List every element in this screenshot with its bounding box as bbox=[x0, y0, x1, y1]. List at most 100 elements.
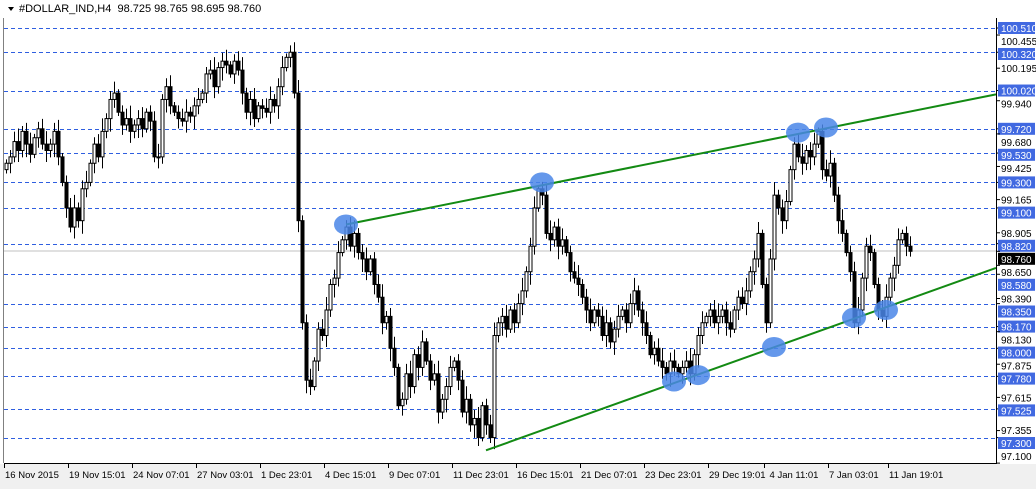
candle bbox=[436, 360, 441, 424]
bull-candle-body bbox=[124, 118, 129, 126]
bear-candle-body bbox=[724, 309, 729, 324]
candle bbox=[100, 118, 105, 169]
bear-candle-body bbox=[176, 111, 181, 120]
candle bbox=[156, 143, 161, 169]
bull-candle-body bbox=[104, 118, 109, 132]
candle bbox=[252, 87, 257, 128]
touch-point-marker[interactable] bbox=[762, 337, 786, 357]
candle bbox=[556, 218, 561, 260]
level-price-tag bbox=[998, 372, 1035, 385]
touch-point-marker[interactable] bbox=[530, 172, 554, 193]
bull-candle-body bbox=[736, 296, 741, 311]
bull-candle-body bbox=[324, 309, 329, 337]
bull-candle-body bbox=[332, 277, 337, 285]
bull-candle-body bbox=[520, 290, 525, 305]
bull-candle-body bbox=[772, 194, 777, 260]
level-price-label: 99.100 bbox=[1001, 209, 1032, 220]
touch-point-marker[interactable] bbox=[786, 122, 810, 143]
bear-candle-body bbox=[148, 111, 153, 122]
touch-point-marker[interactable] bbox=[814, 117, 838, 138]
bear-candle-body bbox=[152, 120, 157, 158]
candle bbox=[160, 94, 165, 164]
candle bbox=[512, 303, 517, 333]
bear-candle-body bbox=[172, 105, 177, 113]
candle bbox=[800, 143, 805, 175]
bear-candle-body bbox=[252, 98, 257, 120]
bull-candle-body bbox=[472, 417, 477, 426]
bull-candle-body bbox=[828, 162, 833, 177]
candle bbox=[176, 105, 181, 129]
touch-point-marker[interactable] bbox=[686, 365, 710, 386]
bull-candle-body bbox=[84, 181, 89, 190]
candle bbox=[460, 370, 465, 418]
bear-candle-body bbox=[548, 232, 553, 241]
candle bbox=[148, 105, 153, 132]
bull-candle-body bbox=[404, 373, 409, 400]
symbol-label: #DOLLAR_IND,H4 bbox=[19, 3, 112, 15]
candle bbox=[836, 186, 841, 234]
candle bbox=[652, 341, 657, 365]
candle bbox=[124, 108, 129, 131]
trendline[interactable] bbox=[345, 93, 997, 226]
bear-candle-body bbox=[456, 360, 461, 381]
bull-candle-body bbox=[552, 226, 557, 241]
y-tick-label: 99.165 bbox=[1001, 196, 1032, 207]
y-tick-label: 97.875 bbox=[1001, 362, 1032, 373]
candle bbox=[548, 220, 553, 252]
trendline[interactable] bbox=[485, 266, 997, 452]
candle bbox=[592, 306, 597, 327]
x-tick-label: 27 Nov 03:01 bbox=[197, 470, 254, 481]
bull-candle-body bbox=[684, 360, 689, 368]
level-price-label: 98.580 bbox=[1001, 281, 1032, 292]
touch-point-marker[interactable] bbox=[842, 307, 866, 328]
candle bbox=[832, 157, 837, 203]
x-tick-label: 29 Dec 19:01 bbox=[709, 470, 766, 481]
bear-candle-body bbox=[600, 315, 605, 337]
y-tick-label: 98.130 bbox=[1001, 336, 1032, 347]
level-price-label: 100.510 bbox=[1001, 24, 1036, 35]
x-tick-label: 16 Nov 2015 bbox=[5, 470, 59, 481]
bear-candle-body bbox=[16, 141, 21, 151]
bull-candle-body bbox=[860, 277, 865, 311]
bull-candle-body bbox=[32, 137, 37, 155]
touch-point-marker[interactable] bbox=[874, 299, 898, 320]
bull-candle-body bbox=[452, 360, 457, 368]
candle bbox=[224, 49, 229, 74]
bear-candle-body bbox=[244, 92, 249, 113]
bull-candle-body bbox=[440, 398, 445, 413]
y-tick-label: 98.650 bbox=[1001, 268, 1032, 279]
bull-candle-body bbox=[516, 303, 521, 324]
bull-candle-body bbox=[720, 309, 725, 317]
bull-candle-body bbox=[524, 271, 529, 292]
candle bbox=[264, 98, 269, 118]
candle bbox=[96, 134, 101, 163]
x-tick-label: 23 Dec 23:01 bbox=[645, 470, 702, 481]
y-tick-label: 97.615 bbox=[1001, 393, 1032, 404]
x-tick-label: 1 Dec 23:01 bbox=[261, 470, 312, 481]
bull-candle-body bbox=[336, 252, 341, 279]
bear-candle-body bbox=[580, 283, 585, 298]
current-price-tag bbox=[998, 252, 1035, 265]
bull-candle-body bbox=[716, 315, 721, 324]
candle bbox=[788, 165, 793, 206]
bull-candle-body bbox=[80, 188, 85, 222]
candle bbox=[108, 91, 113, 132]
candle bbox=[24, 122, 29, 158]
bear-candle-body bbox=[848, 252, 853, 273]
candle bbox=[216, 62, 221, 94]
bear-candle-body bbox=[740, 296, 745, 305]
bear-candle-body bbox=[564, 239, 569, 254]
candle bbox=[768, 249, 773, 329]
bear-candle-body bbox=[556, 226, 561, 247]
level-price-tag bbox=[998, 84, 1035, 97]
current-price-label: 98.760 bbox=[1001, 255, 1032, 266]
triangle-down-icon[interactable] bbox=[8, 7, 14, 11]
bear-candle-body bbox=[624, 309, 629, 324]
bear-candle-body bbox=[304, 322, 309, 381]
touch-point-marker[interactable] bbox=[662, 371, 686, 392]
candle bbox=[368, 255, 373, 276]
bear-candle-body bbox=[64, 181, 69, 209]
bull-candle-body bbox=[328, 283, 333, 311]
touch-point-marker[interactable] bbox=[334, 214, 358, 235]
